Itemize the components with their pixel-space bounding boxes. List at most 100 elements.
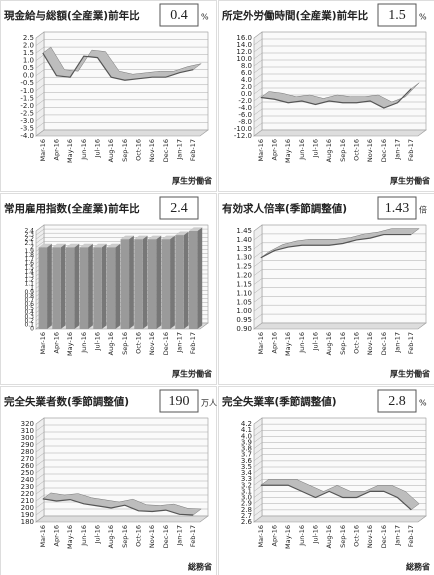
y-tick-label: -0.5 (20, 79, 34, 87)
side-grid-line (35, 487, 45, 495)
y-tick-label: 3.0 (241, 494, 252, 502)
y-tick-label: 250 (21, 469, 34, 477)
side-grid-line (35, 122, 45, 129)
floor (253, 515, 427, 523)
y-tick-label: 1.05 (236, 298, 252, 306)
x-tick-label: Apr-16 (53, 332, 61, 353)
y-tick-label: 310 (21, 427, 34, 435)
x-tick-label: Jul-16 (94, 525, 102, 544)
y-tick-label: 0.0 (23, 72, 34, 80)
x-tick-label: Sep-16 (339, 332, 347, 355)
floor (253, 129, 427, 137)
x-tick-label: Oct-16 (135, 139, 143, 161)
side-grid-line (253, 233, 263, 241)
x-tick-label: Apr-16 (53, 525, 61, 546)
x-tick-label: Oct-16 (135, 525, 143, 547)
bar-top (161, 235, 175, 240)
side-wall (35, 31, 45, 137)
bar-top (147, 235, 162, 240)
y-tick-label: -3.5 (20, 124, 34, 132)
x-tick-label: Dec-16 (380, 525, 388, 548)
side-grid-line (253, 454, 263, 461)
y-tick-label: 210 (21, 497, 34, 505)
floor (35, 129, 209, 137)
x-tick-label: Oct-16 (353, 332, 361, 354)
headline-value: 2.4 (170, 201, 188, 216)
x-tick-label: Nov-16 (148, 139, 156, 162)
x-tick-label: Nov-16 (366, 525, 374, 548)
bar (134, 239, 143, 329)
x-tick-label: Jun-16 (298, 332, 306, 354)
y-tick-label: 230 (21, 483, 34, 491)
y-tick-label: 1.30 (236, 254, 252, 262)
y-tick-label: 0.5 (24, 305, 34, 312)
y-tick-label: 0.6 (24, 301, 34, 308)
y-tick-label: -2.0 (20, 102, 34, 110)
y-tick-label: -1.5 (20, 94, 34, 102)
headline-value: 1.5 (388, 8, 406, 23)
y-tick-label: 1.4 (24, 268, 34, 275)
y-tick-label: 220 (21, 490, 34, 498)
bar (38, 247, 48, 329)
x-tick-label: Jun-16 (298, 139, 306, 161)
bar (52, 247, 61, 329)
x-tick-label: Jul-16 (94, 139, 102, 158)
side-grid-line (35, 77, 45, 84)
unit: 倍 (419, 205, 427, 215)
x-tick-label: May-16 (66, 525, 74, 549)
side-grid-line (35, 54, 45, 61)
side-grid-line (35, 99, 45, 107)
unit: % (419, 399, 427, 408)
x-tick-label: May-16 (284, 525, 292, 549)
bar-top (134, 235, 148, 240)
y-tick-label: 16.0 (236, 34, 252, 42)
x-tick-label: Mar-16 (257, 525, 265, 547)
y-tick-label: 190 (21, 511, 34, 519)
side-grid-line (253, 430, 263, 437)
x-tick-label: Feb-17 (407, 525, 415, 547)
bar (79, 247, 89, 329)
y-tick-label: 1.45 (236, 227, 252, 235)
side-grid-line (253, 423, 263, 431)
y-tick-label: 1.20 (236, 272, 252, 280)
side-grid-line (253, 460, 263, 468)
side-grid-line (35, 480, 45, 488)
bar (106, 247, 116, 329)
side-grid-line (253, 38, 263, 46)
bar (120, 239, 130, 329)
y-tick-label: 290 (21, 441, 34, 449)
y-tick-label: -8.0 (238, 118, 252, 126)
y-tick-label: 1.1 (24, 281, 34, 288)
value-box (377, 389, 417, 413)
floor (253, 322, 427, 330)
y-tick-label: 0.8 (24, 293, 34, 300)
y-tick-label: 180 (21, 518, 34, 526)
side-grid-line (35, 237, 45, 244)
y-tick-label: 3.1 (241, 487, 252, 495)
side-grid-line (253, 108, 263, 116)
y-tick-label: 0.3 (24, 313, 34, 320)
headline-value: 0.4 (170, 8, 188, 23)
x-tick-label: Dec-16 (380, 332, 388, 355)
unit: 万人 (201, 399, 217, 408)
x-tick-label: Feb-17 (407, 139, 415, 161)
x-tick-label: Jan-17 (394, 332, 402, 354)
headline-value: 2.8 (388, 394, 406, 409)
side-grid-line (253, 101, 263, 109)
line (42, 498, 194, 516)
y-tick-label: 1.0 (23, 57, 34, 65)
side-grid-line (35, 445, 45, 453)
bar-top (65, 243, 80, 248)
side-grid-line (253, 436, 263, 443)
y-tick-label: 0.2 (24, 317, 34, 324)
x-tick-label: Feb-17 (189, 332, 197, 354)
bar-top (188, 227, 203, 231)
side-grid-line (35, 452, 45, 460)
side-grid-line (253, 417, 263, 425)
x-tick-label: Aug-16 (107, 525, 115, 548)
side-grid-line (35, 46, 45, 54)
x-tick-label: May-16 (284, 332, 292, 356)
y-tick-label: 2.3 (24, 232, 34, 239)
side-grid-line (35, 515, 45, 523)
